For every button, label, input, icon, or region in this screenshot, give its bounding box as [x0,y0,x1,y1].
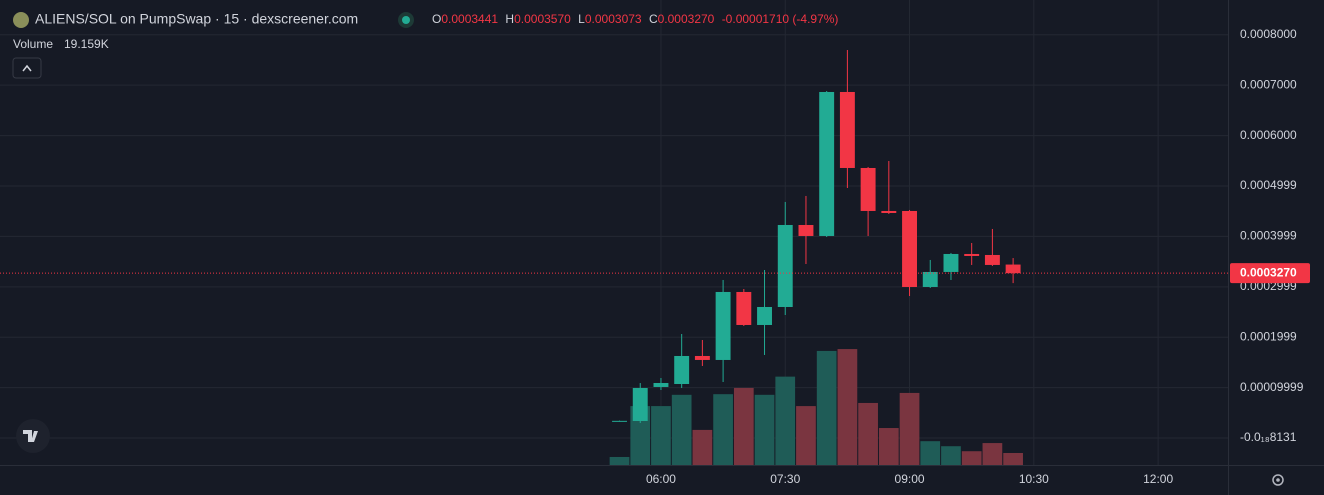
price-tag: 0.0003270 [1240,265,1297,279]
volume-bar [961,451,982,465]
y-tick-label: 0.0003999 [1240,229,1297,243]
volume-bar [796,406,816,465]
y-tick-label: 0.0004999 [1240,178,1297,192]
y-tick-label: 0.0006000 [1240,128,1297,142]
price-tag-box [1230,263,1310,284]
collapse-arrow [22,64,32,72]
volume-bar [858,402,878,465]
x-tick-label: 12:00 [1143,472,1173,486]
candle-body [922,271,938,287]
y-tick-label: 0.00009999 [1240,380,1304,394]
x-tick-label: 06:00 [646,472,676,486]
volume-bar [609,456,630,465]
x-tick-label: 10:30 [1019,472,1049,486]
candle-body [839,91,855,168]
high-value: 0.0003570 [514,12,571,26]
y-tick-label: 0.0008000 [1240,27,1297,41]
volume-bar [899,392,920,465]
y-tick-label: 0.0007000 [1240,77,1297,91]
candle-body [819,91,835,236]
collapse-button[interactable] [12,57,42,79]
volume-bar [941,446,961,465]
volume-bar [1003,452,1023,465]
candle-body [943,253,959,272]
token-icon [13,12,29,28]
candle-body [612,420,627,422]
open-value: 0.0003441 [441,12,498,26]
candle-body [736,291,752,325]
volume-bar [754,394,775,465]
chart-title: ALIENS/SOL on PumpSwap · 15 · dexscreene… [35,11,358,27]
volume-bar [775,376,796,465]
low-key: L [578,12,585,26]
volume-bar [692,429,713,465]
settings-gear[interactable] [1272,474,1284,486]
candle-body [881,210,897,213]
candle-body [757,306,772,325]
candle-body [674,355,690,385]
volume-bar [733,387,754,465]
low-value: 0.0003073 [585,12,642,26]
collapse-button-box[interactable] [12,57,42,79]
settings-center [1276,478,1280,482]
candle-body [860,167,876,211]
volume-bar [651,406,671,465]
volume-bar [816,350,837,465]
candle-body [715,291,731,360]
candle-body [964,253,980,256]
x-tick-label: 09:00 [895,472,925,486]
volume-label: Volume [13,37,53,51]
candle-body [694,355,710,360]
x-tick-label: 07:30 [770,472,800,486]
open-key: O [432,12,441,26]
volume-value: 19.159K [64,37,109,51]
y-tick-label: -0.0₁₈8131 [1240,430,1297,444]
candle-body [902,210,917,287]
settings-button[interactable] [1272,474,1284,486]
close-key: C [649,12,658,26]
candle-body [632,387,648,421]
close-value: 0.0003270 [658,12,715,26]
candle-body [777,224,793,307]
candle-body [1005,264,1021,274]
status-dot [402,16,410,24]
volume-bar [713,394,733,465]
change-value: -0.00001710 (-4.97%) [722,12,839,26]
logo-mark [23,430,38,442]
high-key: H [505,12,514,26]
ohlc-readout: O0.0003441 H0.0003570 L0.0003073 C0.0003… [432,12,838,26]
volume-bar [837,349,858,465]
volume-bar [920,441,941,465]
candle-body [653,382,669,387]
logo[interactable] [16,419,50,453]
volume-bar [671,394,692,465]
plot [0,0,1228,465]
volume-bar [982,443,1003,465]
volume-bar [878,428,899,465]
candle-body [984,254,1000,265]
y-tick-label: 0.0001999 [1240,329,1297,343]
candle-body [798,224,814,236]
